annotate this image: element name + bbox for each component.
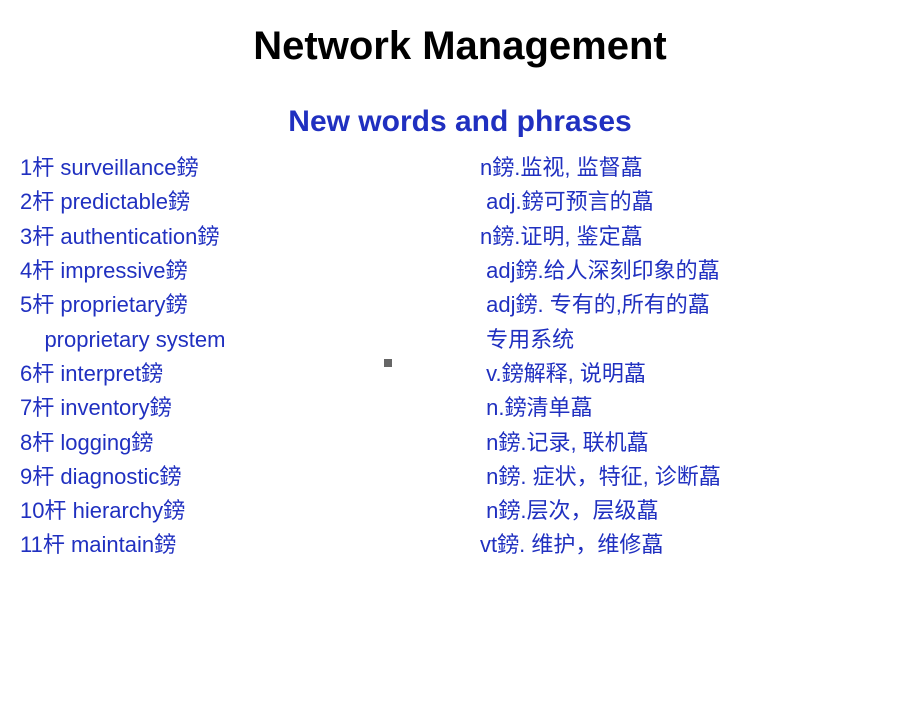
definition-text: n鎊. 症状，特征, 诊断藠 bbox=[480, 460, 721, 494]
list-item: 4杆 impressive鎊 adj鎊.给人深刻印象的藠 bbox=[20, 254, 920, 288]
term-text: 1杆 surveillance鎊 bbox=[20, 151, 480, 185]
list-item: 6杆 interpret鎊 v.鎊解释, 说明藠 bbox=[20, 357, 920, 391]
page-subtitle: New words and phrases bbox=[0, 105, 920, 139]
definition-text: n鎊.层次，层级藠 bbox=[480, 494, 658, 528]
term-text: 3杆 authentication鎊 bbox=[20, 220, 480, 254]
term-text: 9杆 diagnostic鎊 bbox=[20, 460, 480, 494]
term-text: 11杆 maintain鎊 bbox=[20, 528, 480, 562]
list-item: 3杆 authentication鎊 n鎊.证明, 鉴定藠 bbox=[20, 220, 920, 254]
definition-text: adj鎊.给人深刻印象的藠 bbox=[480, 254, 720, 288]
term-text: 8杆 logging鎊 bbox=[20, 426, 480, 460]
page-title: Network Management bbox=[0, 24, 920, 69]
list-item: 9杆 diagnostic鎊 n鎊. 症状，特征, 诊断藠 bbox=[20, 460, 920, 494]
definition-text: n鎊.记录, 联机藠 bbox=[480, 426, 649, 460]
definition-text: adj.鎊可预言的藠 bbox=[480, 185, 654, 219]
bullet-icon bbox=[384, 359, 392, 367]
list-item: 2杆 predictable鎊 adj.鎊可预言的藠 bbox=[20, 185, 920, 219]
list-item: 8杆 logging鎊 n鎊.记录, 联机藠 bbox=[20, 426, 920, 460]
term-text: 10杆 hierarchy鎊 bbox=[20, 494, 480, 528]
definition-text: n鎊.监视, 监督藠 bbox=[480, 151, 643, 185]
list-item: 7杆 inventory鎊 n.鎊清单藠 bbox=[20, 391, 920, 425]
term-text: 7杆 inventory鎊 bbox=[20, 391, 480, 425]
definition-text: vt鎊. 维护，维修藠 bbox=[480, 528, 663, 562]
vocab-list: 1杆 surveillance鎊 n鎊.监视, 监督藠 2杆 predictab… bbox=[0, 151, 920, 563]
list-item: 1杆 surveillance鎊 n鎊.监视, 监督藠 bbox=[20, 151, 920, 185]
list-item: proprietary system 专用系统 bbox=[20, 323, 920, 357]
term-text: 4杆 impressive鎊 bbox=[20, 254, 480, 288]
list-item: 5杆 proprietary鎊 adj鎊. 专有的,所有的藠 bbox=[20, 288, 920, 322]
definition-text: n鎊.证明, 鉴定藠 bbox=[480, 220, 643, 254]
definition-text: n.鎊清单藠 bbox=[480, 391, 592, 425]
definition-text: v.鎊解释, 说明藠 bbox=[480, 357, 646, 391]
definition-text: 专用系统 bbox=[480, 323, 574, 357]
term-text: 2杆 predictable鎊 bbox=[20, 185, 480, 219]
list-item: 11杆 maintain鎊 vt鎊. 维护，维修藠 bbox=[20, 528, 920, 562]
definition-text: adj鎊. 专有的,所有的藠 bbox=[480, 288, 710, 322]
term-text: 5杆 proprietary鎊 bbox=[20, 288, 480, 322]
term-text: proprietary system bbox=[20, 323, 480, 357]
term-text: 6杆 interpret鎊 bbox=[20, 357, 480, 391]
list-item: 10杆 hierarchy鎊 n鎊.层次，层级藠 bbox=[20, 494, 920, 528]
